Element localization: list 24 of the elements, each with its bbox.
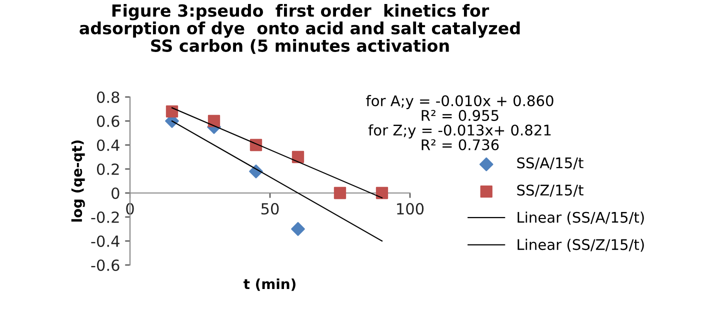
legend-label: SS/A/15/t — [517, 157, 584, 170]
y-tick-label: 0.6 — [96, 115, 120, 128]
y-tick-label: -0.6 — [91, 259, 120, 272]
y-tick-label: 0.4 — [96, 139, 120, 152]
point — [376, 186, 388, 200]
point — [291, 222, 305, 236]
x-tick-label: 100 — [397, 202, 424, 215]
point — [208, 114, 220, 128]
legend-label: Linear (SS/Z/15/t) — [518, 238, 644, 252]
y-tick-label: -0.2 — [91, 211, 119, 224]
y-tick-label: 0.8 — [96, 91, 120, 104]
y-tick-label: 0.2 — [96, 163, 119, 176]
legend-label: Linear (SS/A/15/t) — [518, 212, 644, 225]
point — [292, 150, 304, 164]
chart-title: Figure 3:pseudo first order kinetics for adsorption of dye onto acid and salt catalyzed SS carbon (5 minutes activation — [80, 4, 520, 54]
point — [334, 186, 346, 200]
y-axis-title: log (qe-qt) — [71, 140, 85, 222]
point — [166, 105, 178, 118]
y-tick-label: 0 — [112, 187, 120, 200]
annotation: for A;y = -0.010x + 0.860 R² = 0.955 for Z;y = -0.013x+ 0.821 R² = 0.736 — [366, 95, 554, 150]
x-axis-title: t (min) — [244, 278, 296, 291]
y-tick-label: -0.4 — [91, 235, 120, 248]
x-tick-label: 50 — [261, 202, 279, 215]
legend-label: SS/Z/15/t — [517, 184, 584, 197]
